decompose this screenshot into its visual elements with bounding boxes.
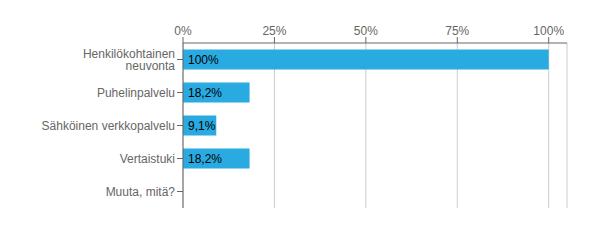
svg-text:Sähköinen verkkopalvelu: Sähköinen verkkopalvelu <box>42 119 175 133</box>
svg-text:50%: 50% <box>354 24 378 38</box>
svg-text:100%: 100% <box>188 53 219 67</box>
svg-text:Muuta, mitä?: Muuta, mitä? <box>106 185 176 199</box>
svg-text:0%: 0% <box>174 24 192 38</box>
svg-text:Vertaistuki: Vertaistuki <box>120 152 175 166</box>
svg-text:Puhelinpalvelu: Puhelinpalvelu <box>97 86 175 100</box>
svg-text:25%: 25% <box>262 24 286 38</box>
svg-text:18,2%: 18,2% <box>188 152 222 166</box>
svg-text:18,2%: 18,2% <box>188 86 222 100</box>
svg-text:75%: 75% <box>445 24 469 38</box>
svg-text:9,1%: 9,1% <box>188 119 216 133</box>
svg-text:100%: 100% <box>533 24 564 38</box>
svg-text:Henkilökohtainenneuvonta: Henkilökohtainenneuvonta <box>83 47 175 73</box>
